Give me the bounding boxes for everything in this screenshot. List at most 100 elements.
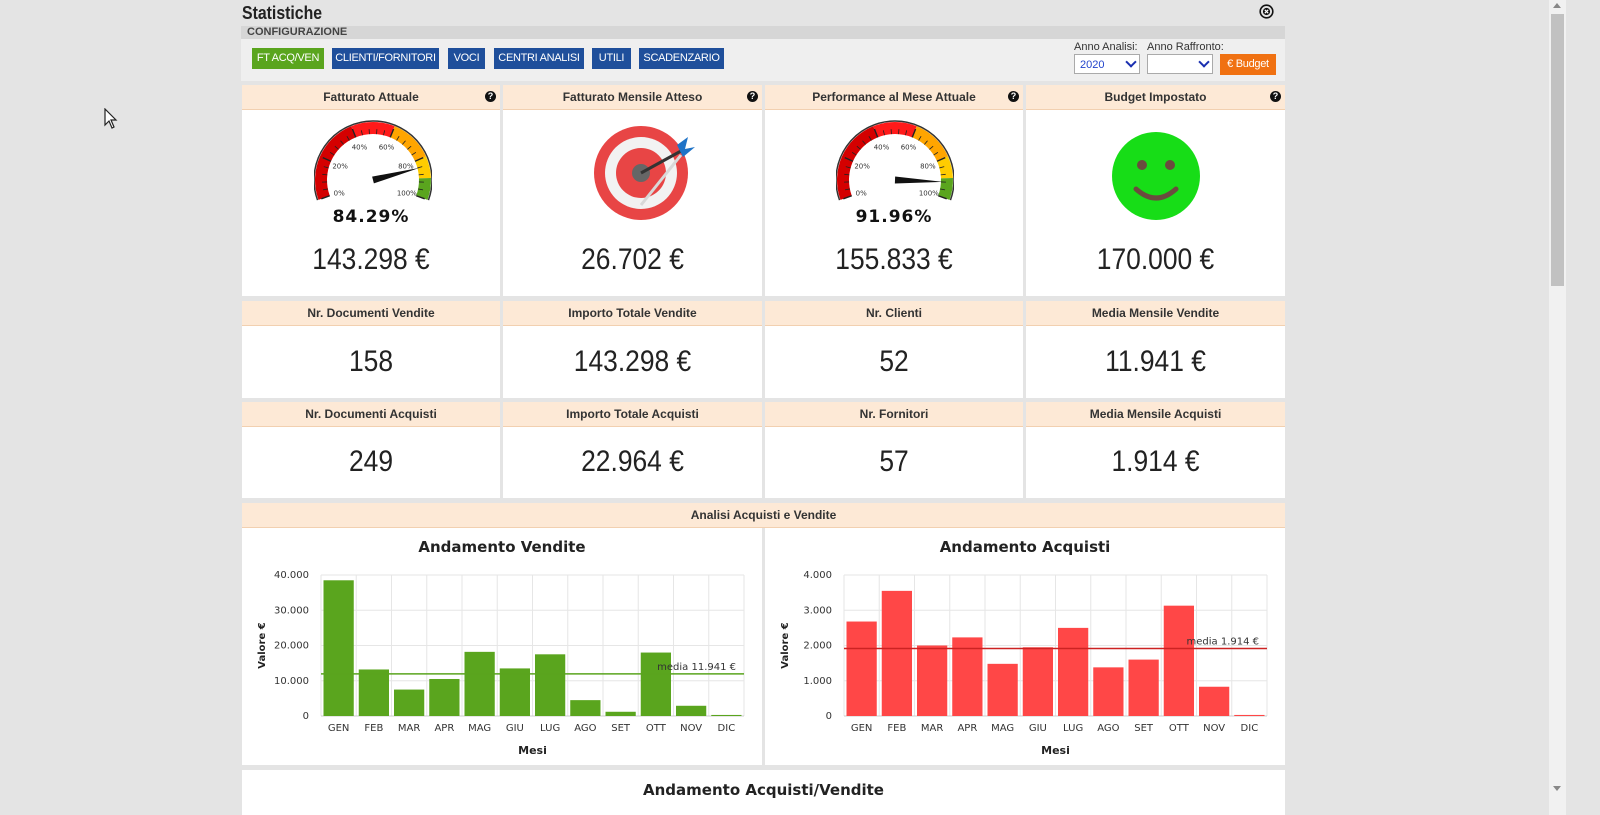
gauge-tick bbox=[415, 195, 425, 200]
scroll-up-icon[interactable] bbox=[1553, 3, 1561, 8]
bar-mag[interactable] bbox=[987, 663, 1018, 716]
anno-raffronto-select[interactable] bbox=[1147, 54, 1213, 74]
bar-apr[interactable] bbox=[952, 637, 983, 716]
x-tick-label: SET bbox=[611, 723, 631, 734]
x-tick-label: APR bbox=[434, 723, 454, 734]
y-tick-label: 30.000 bbox=[274, 605, 309, 616]
gauge-segment bbox=[315, 126, 356, 200]
bar-ago[interactable] bbox=[1093, 667, 1124, 716]
utili-button[interactable]: UTILI bbox=[592, 48, 631, 69]
chart-card-acquisti-vendite: Andamento Acquisti/Vendite bbox=[242, 770, 1285, 815]
clienti-fornitori-button[interactable]: CLIENTI/FORNITORI bbox=[332, 48, 439, 69]
sales-bar-chart: 0 10.000 20.000 30.000 40.000 GEN FEB MAR APR MAG… bbox=[257, 570, 745, 757]
centri-analisi-button[interactable]: CENTRI ANALISI bbox=[494, 48, 584, 69]
x-tick-label: FEB bbox=[887, 723, 906, 734]
kpi-value: 143.298 € bbox=[312, 243, 430, 276]
x-tick-label: DIC bbox=[1241, 723, 1259, 734]
chart-title: Andamento Vendite bbox=[418, 538, 586, 556]
x-tick-label: MAR bbox=[398, 723, 420, 734]
bar-giu[interactable] bbox=[1022, 647, 1053, 716]
x-tick-label: FEB bbox=[364, 723, 383, 734]
gauge-tick bbox=[911, 128, 917, 138]
chart-title: Andamento Acquisti bbox=[939, 538, 1111, 556]
gauge-tick bbox=[929, 145, 934, 150]
kpi-value: 158 bbox=[348, 345, 394, 378]
x-axis-title: Mesi bbox=[1041, 744, 1070, 757]
bar-mar[interactable] bbox=[917, 645, 948, 717]
gauge-tick-label: 20% bbox=[332, 162, 348, 170]
scadenzario-button[interactable]: SCADENZARIO bbox=[639, 48, 724, 69]
bar-gen[interactable] bbox=[846, 621, 877, 716]
gauge-segment bbox=[351, 122, 395, 138]
bar-nov[interactable] bbox=[676, 705, 707, 716]
kpi-card-importo-totale-acquisti: Importo Totale Acquisti 22.964 € bbox=[503, 402, 762, 498]
bar-mar[interactable] bbox=[394, 689, 425, 716]
kpi-title: Importo Totale Vendite bbox=[503, 301, 762, 326]
kpi-title-text: Fatturato Attuale bbox=[323, 90, 419, 104]
bar-feb[interactable] bbox=[358, 669, 389, 716]
toolbar: FT ACQ/VEN CLIENTI/FORNITORI VOCI CENTRI… bbox=[241, 39, 1285, 81]
help-icon[interactable]: ? bbox=[1270, 91, 1281, 102]
gauge-segment bbox=[390, 126, 426, 162]
gauge-tick bbox=[323, 166, 329, 169]
gauge-tick bbox=[322, 156, 332, 162]
scrollbar-thumb[interactable] bbox=[1551, 14, 1564, 286]
x-tick-label: DIC bbox=[718, 723, 736, 734]
gauge-tick bbox=[844, 156, 854, 162]
x-tick-label: AGO bbox=[574, 723, 596, 734]
kpi-value: 52 bbox=[879, 345, 909, 378]
anno-analisi-select[interactable]: 2020 bbox=[1074, 54, 1140, 74]
bar-set[interactable] bbox=[605, 711, 636, 716]
y-tick-label: 20.000 bbox=[274, 641, 309, 652]
close-icon[interactable] bbox=[1259, 4, 1274, 19]
gauge-segment bbox=[912, 126, 948, 162]
bar-gen[interactable] bbox=[323, 580, 354, 716]
anno-raffronto-label: Anno Raffronto: bbox=[1147, 41, 1224, 53]
bar-giu[interactable] bbox=[499, 668, 530, 716]
y-tick-label: 0 bbox=[826, 711, 832, 722]
budget-button[interactable]: € Budget bbox=[1220, 54, 1276, 75]
gauge-tick bbox=[933, 152, 939, 156]
bar-dic[interactable] bbox=[711, 714, 742, 716]
gauge-tick bbox=[844, 173, 850, 176]
gauge-tick-label: 80% bbox=[920, 162, 936, 170]
bar-dic[interactable] bbox=[1234, 714, 1265, 716]
scroll-down-icon[interactable] bbox=[1553, 786, 1561, 791]
gauge-tick bbox=[383, 130, 386, 136]
gauge-tick bbox=[924, 140, 928, 145]
kpi-card-fatturato-mensile-atteso: Fatturato Mensile Atteso? 26.702 € bbox=[503, 85, 762, 296]
gauge-tick bbox=[905, 130, 908, 136]
bar-mag[interactable] bbox=[464, 651, 495, 716]
gauge-tick bbox=[396, 135, 400, 141]
gauge-segment bbox=[415, 156, 431, 179]
bar-nov[interactable] bbox=[1199, 686, 1230, 716]
bar-set[interactable] bbox=[1128, 659, 1159, 716]
bar-lug[interactable] bbox=[1058, 627, 1089, 716]
purchases-bar-chart: 0 1.000 2.000 3.000 4.000 GEN FEB MAR APR MAG GIU L… bbox=[780, 570, 1268, 757]
help-icon[interactable]: ? bbox=[1008, 91, 1019, 102]
x-tick-label: SET bbox=[1134, 723, 1154, 734]
ft-acq-ven-button[interactable]: FT ACQ/VEN bbox=[252, 48, 324, 69]
bar-feb[interactable] bbox=[881, 590, 912, 716]
bar-apr[interactable] bbox=[429, 678, 460, 716]
bar-lug[interactable] bbox=[535, 654, 566, 716]
analysis-header: Analisi Acquisti e Vendite bbox=[242, 503, 1285, 528]
kpi-card-media-mensile-vendite: Media Mensile Vendite 11.941 € bbox=[1026, 301, 1285, 398]
voci-button[interactable]: VOCI bbox=[448, 48, 485, 69]
kpi-card-nr-fornitori: Nr. Fornitori 57 bbox=[765, 402, 1023, 498]
x-tick-label: APR bbox=[957, 723, 977, 734]
help-icon[interactable]: ? bbox=[747, 91, 758, 102]
x-tick-label: GEN bbox=[851, 723, 873, 734]
bar-ott[interactable] bbox=[1163, 605, 1194, 716]
bar-ago[interactable] bbox=[570, 700, 601, 716]
gauge-tick bbox=[322, 173, 328, 176]
chevron-down-icon bbox=[1125, 56, 1137, 68]
x-tick-label: LUG bbox=[540, 723, 560, 734]
kpi-title: Nr. Documenti Acquisti bbox=[242, 402, 500, 427]
gauge-tick bbox=[418, 188, 424, 191]
help-icon[interactable]: ? bbox=[485, 91, 496, 102]
x-tick-label: MAG bbox=[468, 723, 491, 734]
kpi-value: 22.964 € bbox=[581, 445, 684, 478]
bar-ott[interactable] bbox=[640, 652, 671, 716]
kpi-card-importo-totale-vendite: Importo Totale Vendite 143.298 € bbox=[503, 301, 762, 398]
